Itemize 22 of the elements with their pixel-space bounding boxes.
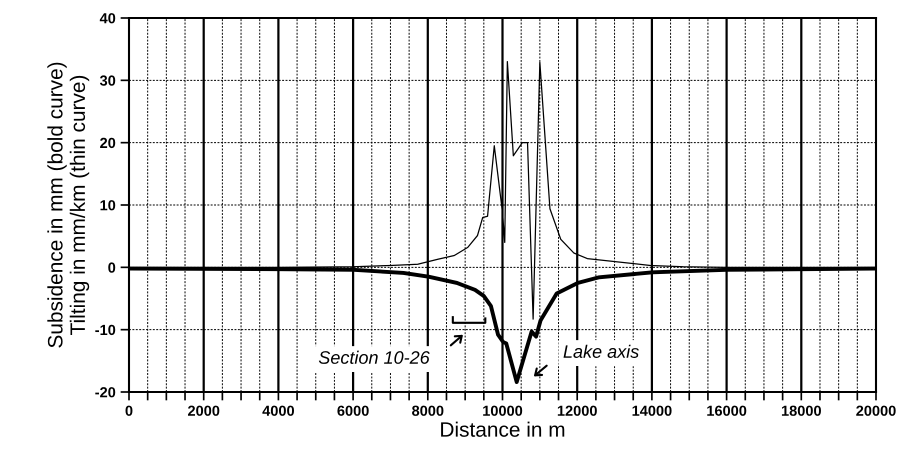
y-axis-title: Subsidence in mm (bold curve) Tilting in mm/km (thin curve) — [47, 62, 90, 348]
y-tick-label: -10 — [95, 324, 116, 336]
y-tick-label: -20 — [95, 387, 116, 398]
y-tick-label: 40 — [100, 13, 116, 24]
x-tick-label: 2000 — [188, 406, 220, 416]
x-tick-label: 4000 — [262, 406, 294, 416]
x-tick-label: 18000 — [782, 406, 821, 416]
x-tick-label: 6000 — [337, 406, 369, 416]
x-tick-label: 12000 — [558, 406, 597, 416]
y-tick-label: 20 — [100, 138, 116, 148]
x-axis-title: Distance in m — [441, 422, 564, 437]
y-tick-label: 0 — [108, 262, 116, 273]
x-tick-label: 20000 — [856, 406, 896, 416]
x-tick-label: 10000 — [483, 406, 522, 416]
x-tick-label: 14000 — [632, 406, 672, 416]
x-tick-label: 8000 — [412, 406, 444, 416]
x-tick-label: 16000 — [707, 406, 746, 416]
annotation: Lake axis — [564, 344, 639, 358]
annotation: Section 10-26 — [318, 350, 430, 364]
y-tick-label: 10 — [100, 200, 116, 210]
y-tick-label: 30 — [100, 75, 116, 86]
x-tick-label: 0 — [126, 406, 132, 416]
